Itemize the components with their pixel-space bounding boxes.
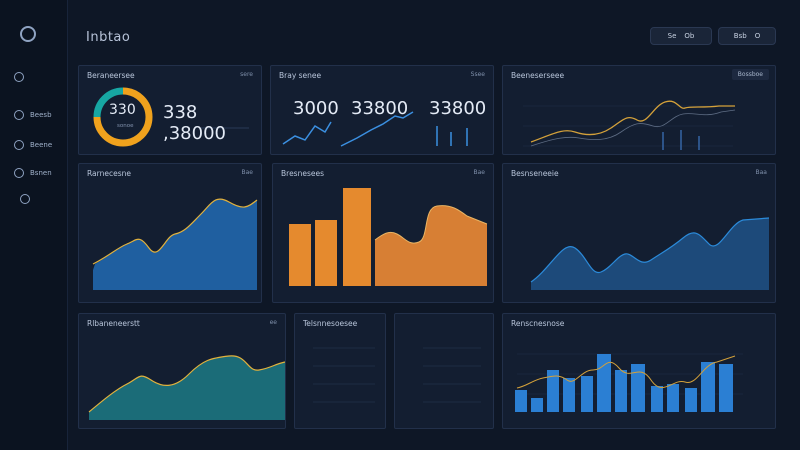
- dollar-icon: [14, 140, 24, 150]
- line-chart-top: [523, 100, 736, 150]
- sidebar-item-label: Beene: [30, 141, 53, 149]
- ring-chart: [93, 87, 249, 147]
- power-icon: [20, 194, 30, 204]
- kpi-value-3: 33800: [429, 98, 487, 119]
- top-button-label: Se: [667, 32, 677, 40]
- card-title: Besnseneeie: [511, 169, 559, 178]
- card-title: Beraneersee: [87, 71, 135, 80]
- card-meta: ee: [269, 319, 277, 326]
- top-button-extra: Ob: [684, 32, 695, 40]
- user-icon: [14, 110, 24, 120]
- kpi-value-2: 33800: [351, 98, 409, 119]
- kpi-card-2[interactable]: Bray senee Ssee 3000 33800 33800: [270, 65, 494, 155]
- area-card-1[interactable]: Rarnecesne Bae: [78, 163, 262, 303]
- sidebar-item-label: Bsnen: [30, 169, 52, 177]
- sidebar-item-4[interactable]: [20, 194, 30, 204]
- card-title: Rlbaneneerstt: [87, 319, 140, 328]
- card-meta: Bae: [241, 169, 253, 176]
- sidebar-item-2[interactable]: Beene: [14, 140, 52, 150]
- list-lines-2: [423, 347, 481, 403]
- settings-icon: [14, 168, 24, 178]
- sidebar-item-home[interactable]: [14, 72, 24, 82]
- card-title: Bresnesees: [281, 169, 324, 178]
- sidebar-item-3[interactable]: Bsnen: [14, 168, 52, 178]
- area-card-2[interactable]: Besnseneeie Baa: [502, 163, 776, 303]
- sidebar-item-label: Beesb: [30, 111, 52, 119]
- kpi-value-1: 3000: [293, 98, 339, 119]
- sidebar: Beesb Beene Bsnen: [0, 0, 68, 450]
- bar-chart-blue: [515, 353, 743, 412]
- card-title: Telsnnesoesee: [303, 319, 358, 328]
- top-button-1[interactable]: Se Ob: [650, 27, 712, 45]
- top-button-label: Bsb: [733, 32, 747, 40]
- area-card-3[interactable]: Rlbaneneerstt ee: [78, 313, 286, 429]
- bar-chart-orange: [289, 188, 488, 286]
- sidebar-item-1[interactable]: Beesb: [14, 110, 52, 120]
- app-title: Inbtao: [86, 30, 131, 45]
- card-meta: sere: [240, 71, 253, 78]
- list-card-2[interactable]: [394, 313, 494, 429]
- line-card-top[interactable]: Beeneserseee Bossboe: [502, 65, 776, 155]
- list-lines-1: [313, 347, 375, 403]
- area-chart-1: [92, 198, 258, 290]
- ring-value: 330: [109, 102, 136, 118]
- sparklines: [282, 111, 468, 147]
- list-card-1[interactable]: Telsnnesoesee: [294, 313, 386, 429]
- bar-card-blue[interactable]: Renscnesnose: [502, 313, 776, 429]
- bar-card-orange[interactable]: Bresnesees Bae: [272, 163, 494, 303]
- card-title: Renscnesnose: [511, 319, 565, 328]
- top-button-extra: O: [754, 32, 761, 40]
- kpi-card-1[interactable]: Beraneersee sere 330 sonoe 338 ,38000: [78, 65, 262, 155]
- area-chart-3: [88, 355, 285, 420]
- filter-chip[interactable]: Bossboe: [731, 69, 769, 80]
- card-title: Bray senee: [279, 71, 322, 80]
- logo-icon[interactable]: [20, 26, 36, 42]
- kpi-value: 338 ,38000: [163, 102, 226, 144]
- card-meta: Baa: [755, 169, 767, 176]
- ring-subtitle: sonoe: [117, 123, 134, 129]
- home-icon: [14, 72, 24, 82]
- card-meta: Ssee: [470, 71, 485, 78]
- top-button-2[interactable]: Bsb O: [718, 27, 776, 45]
- card-title: Beeneserseee: [511, 71, 565, 80]
- card-title: Rarnecesne: [87, 169, 131, 178]
- area-chart-2: [530, 217, 770, 290]
- card-meta: Bae: [473, 169, 485, 176]
